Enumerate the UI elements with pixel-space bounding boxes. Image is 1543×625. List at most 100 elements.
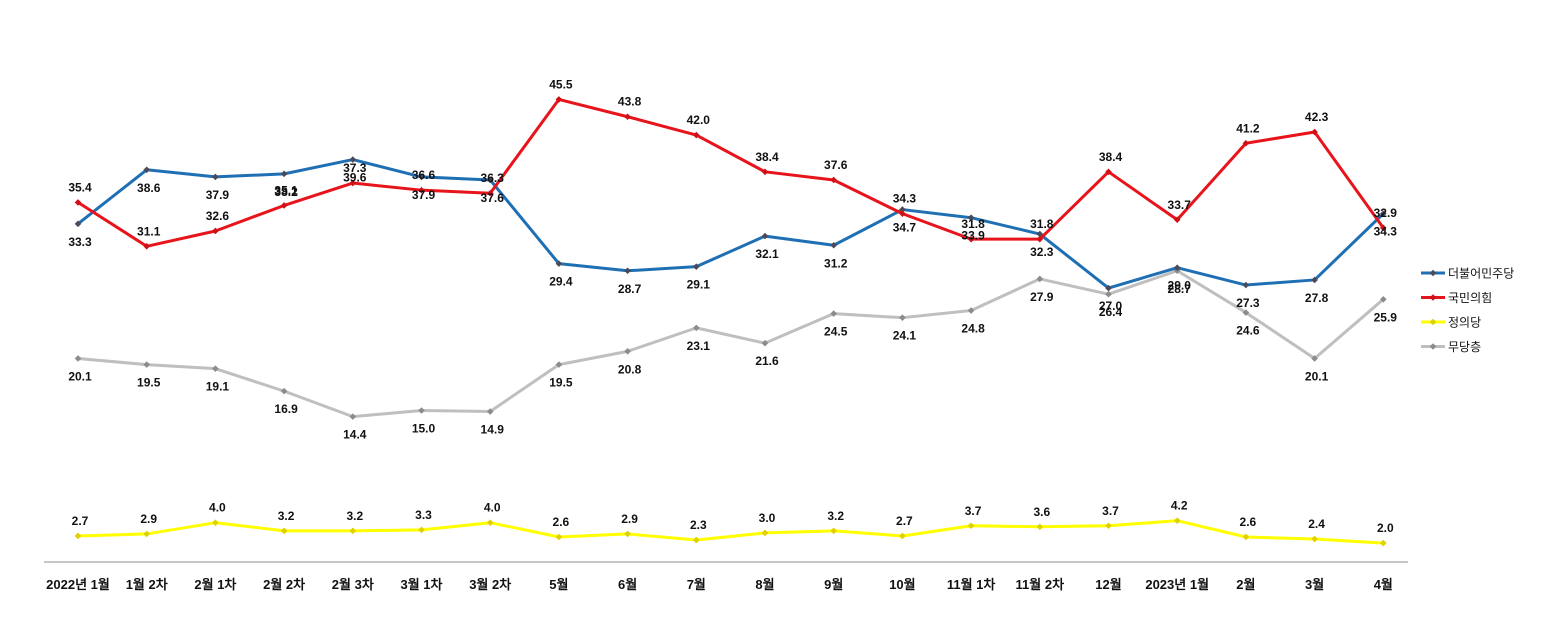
data-label: 42.0 bbox=[687, 113, 711, 127]
legend-item: 국민의힘 bbox=[1421, 291, 1492, 305]
data-point-marker bbox=[418, 526, 425, 534]
data-label: 37.9 bbox=[206, 188, 230, 202]
data-label: 19.5 bbox=[137, 376, 161, 390]
data-label: 3.7 bbox=[1102, 504, 1119, 518]
data-labels-series-2: 35.4 31.1 32.6 35.1 37.3 36.6 36.3 45.5 43.8 42.0… bbox=[68, 77, 1397, 238]
data-point-marker bbox=[74, 220, 82, 228]
data-label: 29.1 bbox=[687, 278, 711, 292]
data-label: 28.7 bbox=[618, 282, 642, 296]
legend-marker bbox=[1429, 269, 1437, 277]
data-label: 38.4 bbox=[755, 150, 779, 164]
data-label: 16.9 bbox=[274, 402, 298, 416]
data-label: 38.4 bbox=[1099, 150, 1123, 164]
data-point-marker bbox=[1173, 216, 1181, 224]
data-label: 4.2 bbox=[1171, 499, 1188, 513]
data-label: 4.0 bbox=[484, 501, 501, 515]
data-point-marker bbox=[280, 527, 288, 535]
x-tick-label: 10월 bbox=[889, 577, 915, 592]
data-label: 2.9 bbox=[140, 512, 157, 526]
x-tick-label: 9월 bbox=[824, 577, 843, 592]
data-point-marker bbox=[1380, 296, 1387, 303]
data-label: 24.8 bbox=[961, 322, 985, 336]
data-label: 32.3 bbox=[1030, 245, 1054, 259]
x-tick-label: 4월 bbox=[1374, 577, 1393, 592]
data-point-marker bbox=[693, 131, 700, 139]
data-point-marker bbox=[693, 324, 700, 332]
x-tick-label: 2월 1차 bbox=[194, 577, 236, 592]
series-line bbox=[76, 519, 1385, 545]
data-point-marker bbox=[761, 168, 769, 176]
data-point-marker bbox=[1173, 264, 1181, 271]
data-label: 26.4 bbox=[1099, 305, 1123, 319]
data-label: 29.0 bbox=[1168, 279, 1192, 293]
data-point-marker bbox=[830, 527, 837, 535]
data-label: 20.8 bbox=[618, 362, 642, 376]
x-tick-label: 2월 2차 bbox=[263, 577, 305, 592]
data-point-marker bbox=[74, 532, 82, 540]
data-label: 37.3 bbox=[343, 161, 367, 175]
data-label: 31.1 bbox=[137, 224, 161, 238]
data-label: 20.1 bbox=[1305, 369, 1329, 383]
data-point-marker bbox=[212, 227, 219, 235]
data-label: 32.1 bbox=[755, 247, 779, 261]
data-point-marker bbox=[761, 529, 769, 537]
data-point-marker bbox=[899, 532, 906, 540]
data-point-marker bbox=[1311, 355, 1318, 362]
x-tick-label: 2월 3차 bbox=[332, 577, 374, 592]
data-label: 36.6 bbox=[412, 168, 436, 182]
series-2 bbox=[74, 96, 1387, 250]
data-label: 39.6 bbox=[343, 171, 367, 185]
data-point-marker bbox=[967, 307, 975, 314]
legend-marker bbox=[1429, 318, 1437, 326]
data-point-marker bbox=[1311, 128, 1318, 136]
data-label: 3.2 bbox=[827, 509, 844, 523]
data-label: 21.6 bbox=[755, 354, 779, 368]
x-axis-tick-labels: 2022년 1월 1월 2차 2월 1차 2월 2차 2월 3차 3월 1차 3월 2차 5월… bbox=[46, 577, 1393, 592]
legend-item: 무당층 bbox=[1421, 340, 1481, 354]
legend-label: 국민의힘 bbox=[1448, 291, 1492, 305]
data-label: 33.7 bbox=[1168, 198, 1192, 212]
legend-item: 더불어민주당 bbox=[1421, 267, 1514, 281]
data-point-marker bbox=[143, 361, 150, 368]
data-label: 3.6 bbox=[1033, 505, 1050, 519]
data-label: 2.7 bbox=[72, 514, 89, 528]
legend-label: 정의당 bbox=[1448, 316, 1481, 330]
data-label: 35.4 bbox=[68, 180, 92, 194]
data-label: 37.6 bbox=[481, 191, 505, 205]
data-label: 3.0 bbox=[759, 511, 776, 525]
data-label: 2.6 bbox=[1240, 515, 1257, 529]
data-label: 14.4 bbox=[343, 428, 367, 442]
data-point-marker bbox=[486, 519, 494, 526]
x-tick-label: 1월 2차 bbox=[126, 577, 168, 592]
x-tick-label: 7월 bbox=[687, 577, 706, 592]
data-point-marker bbox=[1105, 168, 1112, 176]
data-label: 4.0 bbox=[209, 501, 226, 515]
data-label: 38.6 bbox=[137, 181, 161, 195]
data-point-marker bbox=[1036, 523, 1044, 531]
data-point-marker bbox=[1242, 139, 1250, 147]
legend-marker bbox=[1429, 294, 1437, 301]
data-point-marker bbox=[1380, 224, 1387, 232]
data-label: 34.3 bbox=[893, 192, 917, 206]
data-label: 45.5 bbox=[549, 77, 573, 91]
data-point-marker bbox=[143, 166, 150, 174]
data-point-marker bbox=[1380, 539, 1387, 547]
data-label: 2.7 bbox=[896, 514, 913, 528]
data-point-marker bbox=[212, 173, 219, 181]
data-point-marker bbox=[555, 361, 563, 368]
data-labels-series-4: 20.1 19.5 19.1 16.9 14.4 15.0 14.9 19.5 20.8 23.1… bbox=[68, 282, 1397, 442]
data-label: 23.1 bbox=[687, 339, 711, 353]
data-point-marker bbox=[1242, 281, 1250, 289]
data-point-marker bbox=[830, 176, 837, 184]
data-point-marker bbox=[486, 176, 494, 184]
data-point-marker bbox=[486, 189, 494, 197]
data-label: 27.8 bbox=[1305, 291, 1329, 305]
data-label: 2.6 bbox=[553, 515, 570, 529]
data-point-marker bbox=[624, 267, 631, 275]
x-tick-label: 2022년 1월 bbox=[46, 577, 110, 592]
data-label: 33.9 bbox=[961, 229, 985, 243]
x-tick-label: 12월 bbox=[1095, 577, 1121, 592]
data-point-marker bbox=[1036, 235, 1044, 243]
data-label: 38.2 bbox=[274, 185, 298, 199]
